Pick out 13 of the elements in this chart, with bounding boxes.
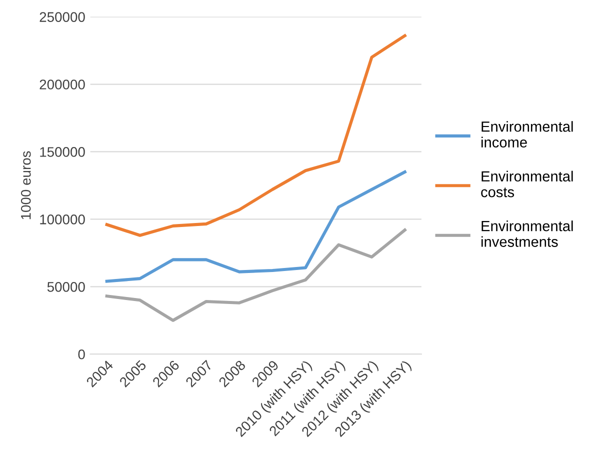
y-tick-label: 50000 [47, 282, 85, 292]
y-tick-label: 150000 [40, 147, 85, 157]
y-tick-label: 0 [78, 349, 85, 360]
line-series [105, 34, 406, 237]
y-tick-label: 200000 [40, 80, 85, 90]
legend-label: Environmental income [481, 121, 573, 148]
line-series [105, 228, 406, 322]
y-tick-label: 100000 [40, 214, 85, 224]
y-tick-label: 250000 [40, 12, 85, 22]
legend-label: Environmental investments [481, 220, 573, 247]
legend-label: Environmental costs [481, 170, 573, 198]
y-axis-title: 1000 euros [20, 151, 31, 220]
line-series [105, 170, 406, 283]
